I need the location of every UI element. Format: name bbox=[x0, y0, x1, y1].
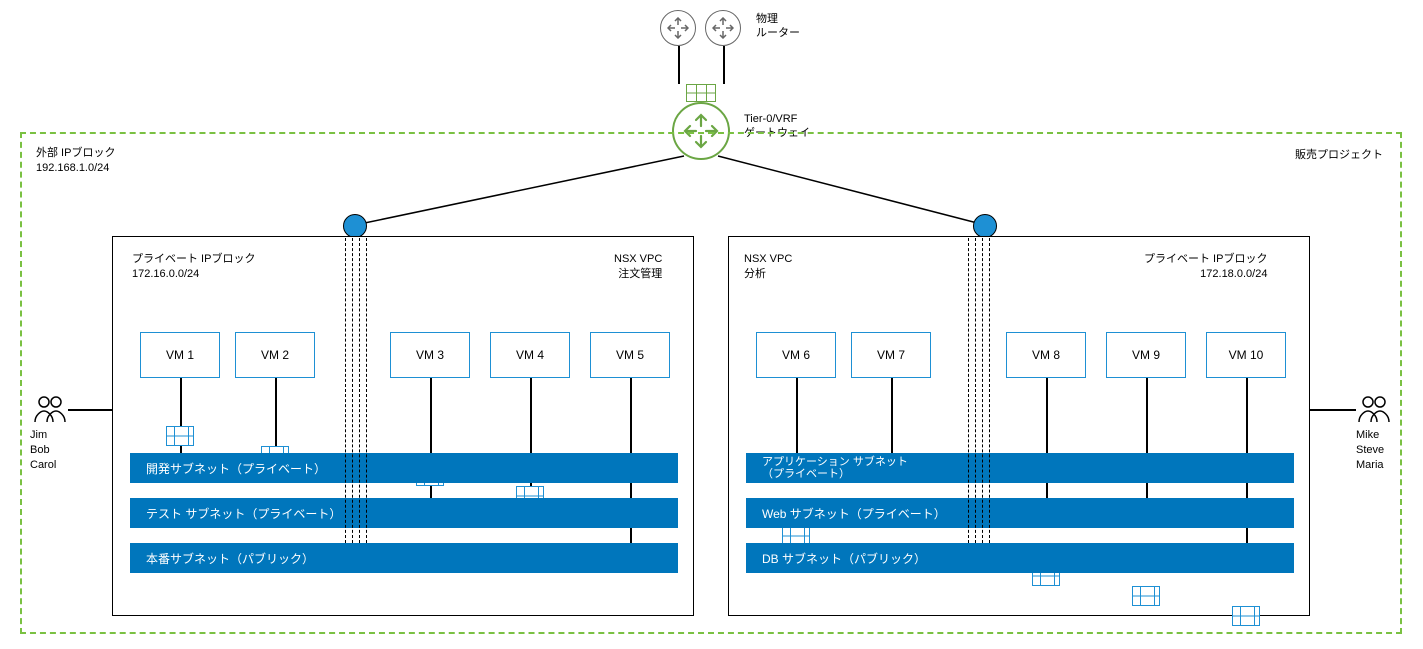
external-ip-label: 外部 IPブロック bbox=[36, 146, 115, 161]
users-left-link bbox=[68, 409, 112, 411]
users-right-labels: Mike Steve Maria bbox=[1356, 428, 1384, 473]
project-name: 販売プロジェクト bbox=[1295, 146, 1383, 162]
user-steve: Steve bbox=[1356, 443, 1384, 458]
external-ip-block: 外部 IPブロック 192.168.1.0/24 bbox=[36, 146, 115, 177]
vpc-left-dash-3 bbox=[359, 238, 360, 543]
vm-7: VM 7 bbox=[851, 332, 931, 378]
vpc-right-name-l2: 分析 bbox=[744, 267, 792, 282]
user-carol: Carol bbox=[30, 458, 56, 473]
vpc-right-dash-1 bbox=[968, 238, 969, 543]
vpc-left-priv-value: 172.16.0.0/24 bbox=[132, 267, 255, 282]
vpc-right-priv-label: プライベート IPブロック bbox=[1144, 252, 1267, 267]
physical-router-2 bbox=[705, 10, 741, 46]
users-right-link bbox=[1310, 409, 1356, 411]
user-maria: Maria bbox=[1356, 458, 1384, 473]
subnet-right-3: DB サブネット（パブリック） bbox=[746, 543, 1294, 573]
vm-6: VM 6 bbox=[756, 332, 836, 378]
vm-1: VM 1 bbox=[140, 332, 220, 378]
vpc-right-connector bbox=[973, 214, 997, 238]
vpc-right-priv-value: 172.18.0.0/24 bbox=[1144, 267, 1267, 282]
subnet-left-1: 開発サブネット（プライベート） bbox=[130, 453, 678, 483]
vpc-left-name-l1: NSX VPC bbox=[614, 252, 662, 267]
user-bob: Bob bbox=[30, 443, 56, 458]
vm9-stem bbox=[1146, 378, 1148, 513]
physical-router-1 bbox=[660, 10, 696, 46]
tier0-switch-icon bbox=[686, 84, 716, 102]
users-left-labels: Jim Bob Carol bbox=[30, 428, 56, 473]
subnet-right-2: Web サブネット（プライベート） bbox=[746, 498, 1294, 528]
vpc-right-dash-3 bbox=[982, 238, 983, 543]
vpc-left-dash-2 bbox=[352, 238, 353, 543]
vpc-right-dash-4 bbox=[989, 238, 990, 543]
external-ip-value: 192.168.1.0/24 bbox=[36, 161, 115, 176]
vpc-left-dash-1 bbox=[345, 238, 346, 543]
physical-router-label: 物理 ルーター bbox=[756, 12, 800, 41]
vm9-fw-icon bbox=[1132, 586, 1160, 606]
vm3-stem bbox=[430, 378, 432, 513]
vpc-left-connector bbox=[343, 214, 367, 238]
subnet-right-1: アプリケーション サブネット （プライベート） bbox=[746, 453, 1294, 483]
vpc-left-dash-4 bbox=[366, 238, 367, 543]
vpc-left-name: NSX VPC 注文管理 bbox=[614, 252, 662, 283]
vm-4: VM 4 bbox=[490, 332, 570, 378]
users-left-icon bbox=[32, 394, 68, 424]
vm-5: VM 5 bbox=[590, 332, 670, 378]
vm1-fw-icon bbox=[166, 426, 194, 446]
vpc-right-name: NSX VPC 分析 bbox=[744, 252, 792, 283]
vpc-left-name-l2: 注文管理 bbox=[614, 267, 662, 282]
physical-router-label-l1: 物理 bbox=[756, 12, 800, 26]
user-jim: Jim bbox=[30, 428, 56, 443]
vm10-fw-icon bbox=[1232, 606, 1260, 626]
router1-link bbox=[678, 46, 680, 84]
router2-link bbox=[723, 46, 725, 84]
subnet-left-2: テスト サブネット（プライベート） bbox=[130, 498, 678, 528]
vpc-left-priv-label: プライベート IPブロック bbox=[132, 252, 255, 267]
vm-8: VM 8 bbox=[1006, 332, 1086, 378]
users-right-icon bbox=[1356, 394, 1392, 424]
vpc-right-priv-ip: プライベート IPブロック 172.18.0.0/24 bbox=[1144, 252, 1267, 283]
vpc-left-priv-ip: プライベート IPブロック 172.16.0.0/24 bbox=[132, 252, 255, 283]
vm-2: VM 2 bbox=[235, 332, 315, 378]
subnet-left-3: 本番サブネット（パブリック） bbox=[130, 543, 678, 573]
vm-3: VM 3 bbox=[390, 332, 470, 378]
physical-router-label-l2: ルーター bbox=[756, 26, 800, 40]
vm-9: VM 9 bbox=[1106, 332, 1186, 378]
user-mike: Mike bbox=[1356, 428, 1384, 443]
vm-10: VM 10 bbox=[1206, 332, 1286, 378]
vpc-right-name-l1: NSX VPC bbox=[744, 252, 792, 267]
gateway-label-l1: Tier-0/VRF bbox=[744, 112, 810, 126]
vm8-stem bbox=[1046, 378, 1048, 513]
vpc-right-dash-2 bbox=[975, 238, 976, 543]
